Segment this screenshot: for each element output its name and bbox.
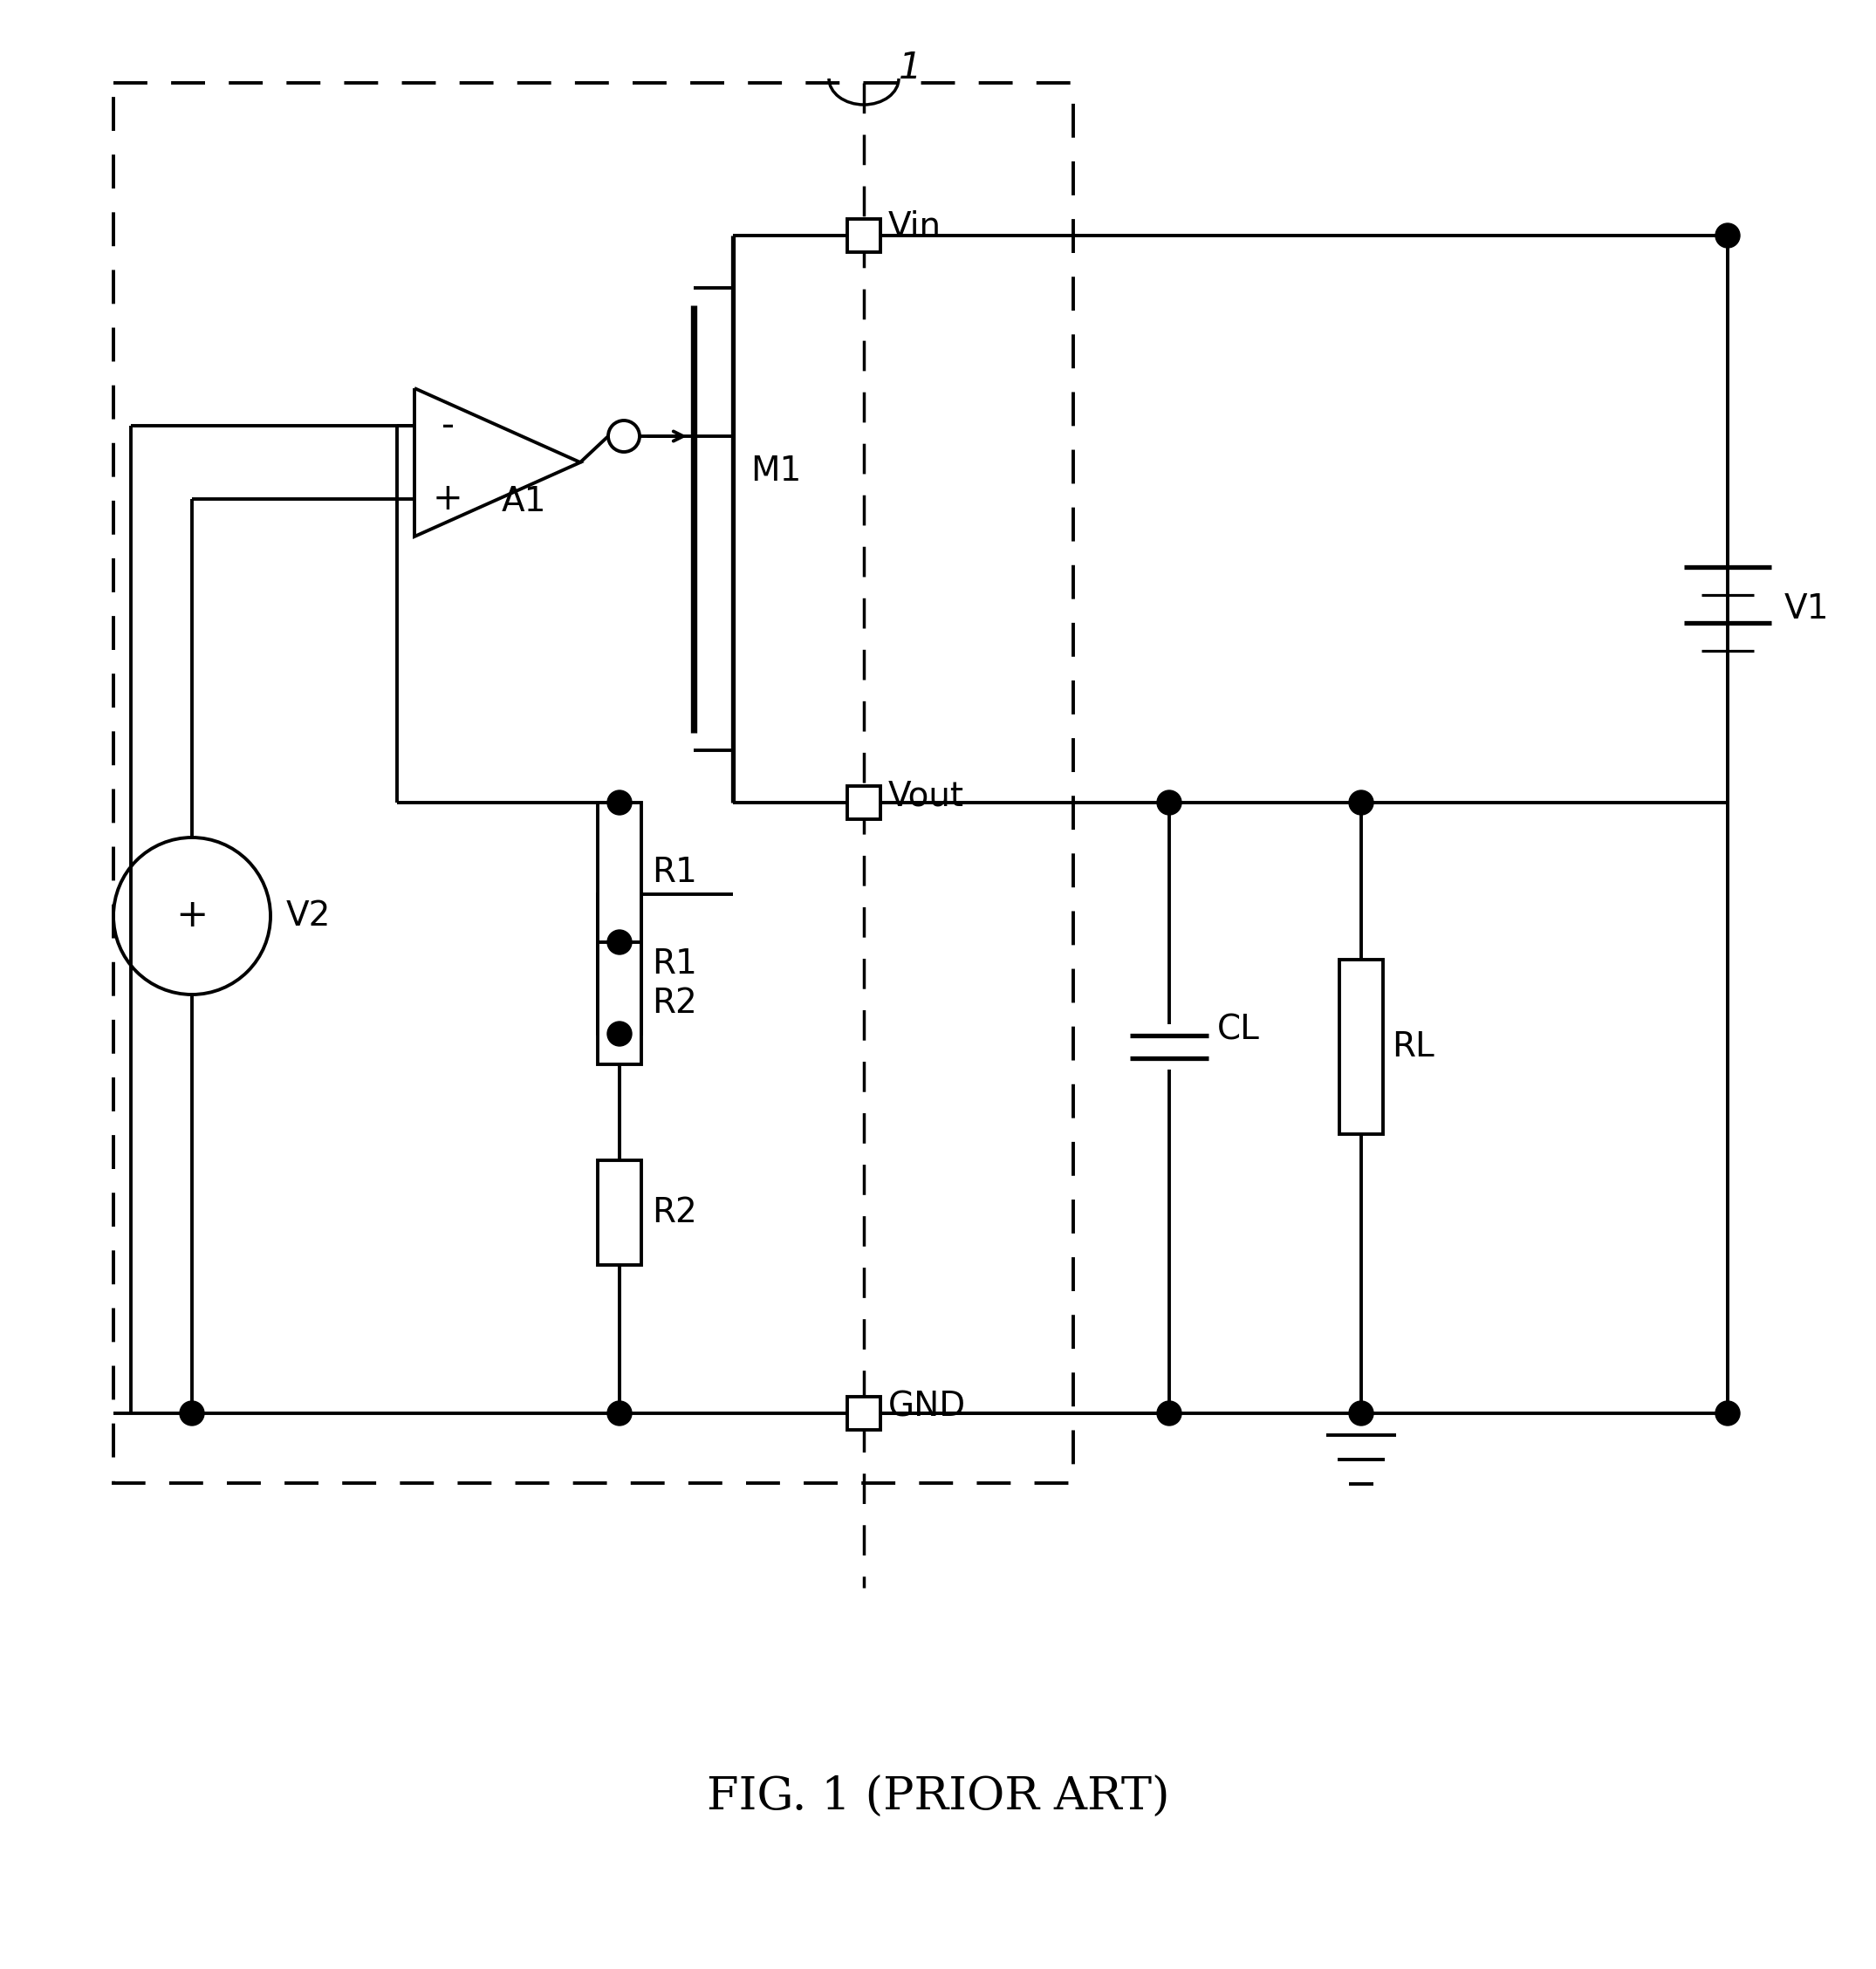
- Circle shape: [1349, 790, 1373, 815]
- Text: +: +: [176, 898, 208, 935]
- Text: Vout: Vout: [887, 780, 964, 811]
- Text: GND: GND: [887, 1390, 966, 1424]
- Text: R2: R2: [651, 986, 698, 1020]
- Text: V1: V1: [1784, 593, 1829, 626]
- Circle shape: [1349, 1402, 1373, 1426]
- Bar: [598, 894, 642, 1034]
- Text: -: -: [441, 408, 454, 443]
- Bar: [848, 786, 880, 819]
- Circle shape: [608, 1402, 632, 1426]
- Circle shape: [1157, 790, 1182, 815]
- Text: R1: R1: [651, 857, 698, 888]
- Bar: [113, 83, 1073, 1483]
- Circle shape: [1157, 1402, 1182, 1426]
- Circle shape: [180, 1402, 204, 1426]
- Text: FIG. 1 (PRIOR ART): FIG. 1 (PRIOR ART): [707, 1774, 1169, 1819]
- Circle shape: [608, 929, 632, 955]
- Text: R2: R2: [651, 1195, 698, 1229]
- Bar: [598, 803, 642, 943]
- Text: RL: RL: [1392, 1030, 1435, 1063]
- Text: R1: R1: [651, 947, 698, 981]
- Bar: [848, 219, 880, 252]
- Circle shape: [608, 1022, 632, 1046]
- Bar: [848, 1396, 880, 1429]
- Text: M1: M1: [750, 455, 801, 488]
- Bar: [598, 1160, 642, 1264]
- Bar: [598, 943, 642, 1065]
- Circle shape: [1715, 222, 1739, 248]
- Text: CL: CL: [1218, 1012, 1261, 1046]
- Bar: [1339, 959, 1383, 1134]
- Text: 1: 1: [899, 49, 921, 87]
- Text: V2: V2: [287, 900, 330, 933]
- Text: A1: A1: [501, 484, 546, 518]
- Circle shape: [1715, 1402, 1739, 1426]
- Text: +: +: [433, 480, 463, 518]
- Text: Vin: Vin: [887, 211, 942, 244]
- Circle shape: [608, 790, 632, 815]
